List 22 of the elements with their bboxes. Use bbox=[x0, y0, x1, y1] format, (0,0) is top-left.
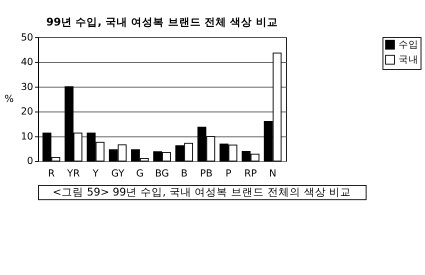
x-tick-label: PB bbox=[200, 168, 213, 180]
y-tick-label: 30 bbox=[20, 82, 34, 93]
x-tick-label: Y bbox=[92, 168, 99, 180]
x-tick-label: N bbox=[269, 168, 276, 180]
x-tick-label: P bbox=[226, 168, 232, 180]
text: <그림 59> 99년 수입, 국내 여성복 브랜드 전체의 색상 비교 bbox=[52, 186, 352, 199]
x-tick-label: RP bbox=[244, 168, 258, 180]
y-tick-label: 10 bbox=[20, 131, 34, 142]
legend-label: 국내 bbox=[398, 54, 418, 66]
y-tick-label: 50 bbox=[20, 32, 34, 44]
x-tick-label: B bbox=[180, 168, 188, 180]
y-tick-label: 0 bbox=[27, 156, 34, 168]
x-tick-label: G bbox=[136, 168, 144, 180]
legend-label: 수입 bbox=[398, 39, 418, 50]
y-axis-title: % bbox=[4, 94, 14, 106]
x-tick-label: BG bbox=[155, 168, 170, 180]
y-tick-label: 40 bbox=[20, 57, 34, 68]
x-tick-label: YR bbox=[66, 168, 80, 180]
x-tick-label: R bbox=[48, 168, 55, 180]
x-tick-label: GY bbox=[111, 168, 124, 180]
chart-title: 99년 수입, 국내 여성복 브랜드 전체 색상 비교 bbox=[46, 16, 278, 29]
y-tick-label: 20 bbox=[20, 106, 34, 118]
